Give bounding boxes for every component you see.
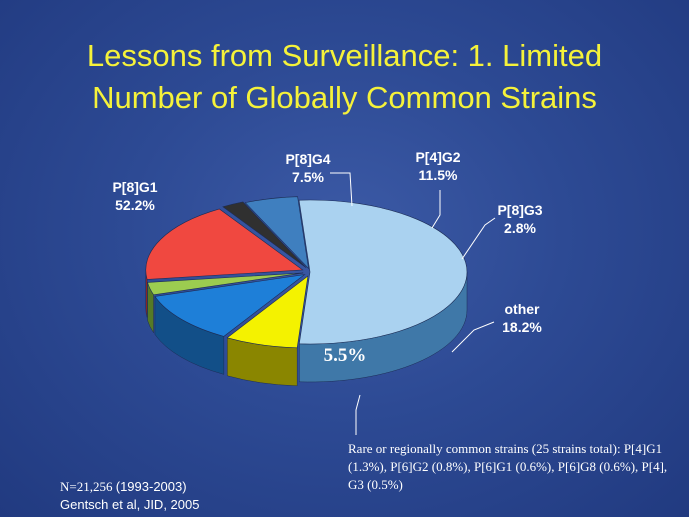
leader-line-6 xyxy=(355,394,361,435)
leader-line-1 xyxy=(330,172,353,207)
title-line-2: Number of Globally Common Strains xyxy=(92,80,597,115)
pie-sides xyxy=(145,269,468,387)
slice-labels: P[8]G1 52.2% P[8]G4 7.5% P[4]G2 11.5% P[8]G3 2.… xyxy=(112,149,542,366)
slice-unlabeled-5 xyxy=(222,201,307,269)
slice-name-label-4: other xyxy=(505,301,541,317)
slice-unlabeled-6 xyxy=(244,196,309,270)
title-line-1: Lessons from Surveillance: 1. Limited xyxy=(86,38,603,73)
leader-line-4 xyxy=(451,321,495,353)
slice-p-8-g4 xyxy=(226,275,309,349)
rare-strains-footnote: Rare or regionally common strains (25 st… xyxy=(348,441,668,492)
slice-value-label-3: 2.8% xyxy=(504,220,536,236)
pie-tops xyxy=(145,196,468,349)
citation: Gentsch et al, JID, 2005 xyxy=(60,497,200,512)
leader-line-2 xyxy=(431,190,441,229)
slice-value-label-6: 5.5% xyxy=(324,345,367,366)
slice-value-label-1: 7.5% xyxy=(292,169,324,185)
slice-name-label-0: P[8]G1 xyxy=(112,179,157,195)
sample-count: N=21,256 xyxy=(60,479,113,494)
slice-name-label-1: P[8]G4 xyxy=(285,151,330,167)
slice-value-label-4: 18.2% xyxy=(502,319,542,335)
slice-value-label-0: 52.2% xyxy=(115,197,155,213)
slice-p-8-g1 xyxy=(298,199,468,345)
slice-other xyxy=(145,208,304,280)
leader-lines xyxy=(330,172,496,435)
slice-p-8-g3 xyxy=(147,272,304,296)
slice-p-4-g2 xyxy=(154,274,306,337)
leader-line-3 xyxy=(461,217,496,260)
sample-years: (1993-2003) xyxy=(115,479,187,494)
sample-size: N=21,256 (1993-2003) xyxy=(60,478,187,496)
slice-name-label-3: P[8]G3 xyxy=(497,202,542,218)
slice-name-label-2: P[4]G2 xyxy=(415,149,460,165)
slice-value-label-2: 11.5% xyxy=(419,167,458,183)
